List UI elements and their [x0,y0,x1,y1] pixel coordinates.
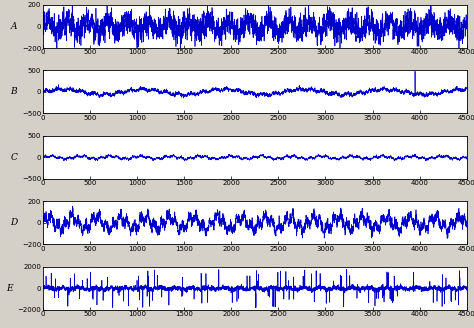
Y-axis label: C: C [10,153,17,162]
Y-axis label: B: B [10,88,17,96]
Y-axis label: D: D [10,218,18,227]
Y-axis label: A: A [10,22,17,31]
Y-axis label: E: E [6,284,12,293]
